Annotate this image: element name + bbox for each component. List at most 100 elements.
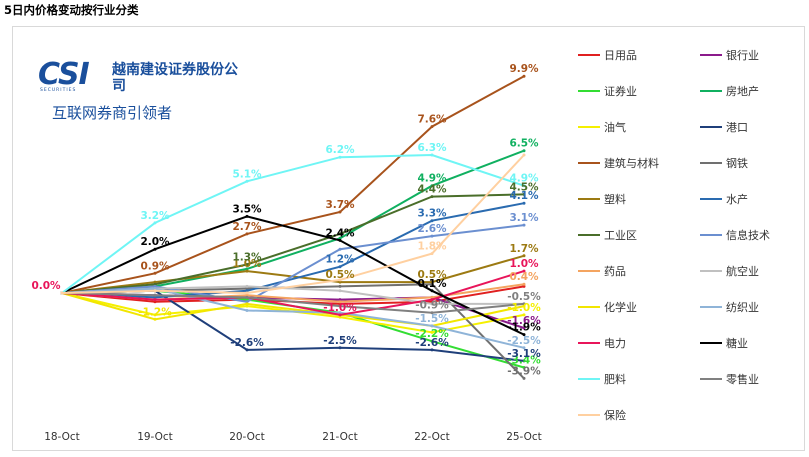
data-label: 0.1% [417,278,447,290]
data-point [338,284,342,288]
legend-label: 油气 [604,120,626,134]
data-label: 4.5% [509,181,539,193]
data-point [153,280,157,284]
data-point [522,302,526,306]
logo-slogan: 互联网券商引领者 [52,104,173,122]
data-point [338,302,342,306]
legend-label: 肥料 [604,372,626,386]
data-point [522,149,526,153]
data-label: 1.0% [509,258,539,270]
data-label: 3.1% [509,212,539,224]
data-point [60,291,64,295]
data-label: 4.9% [509,173,539,185]
data-point [245,214,249,218]
data-point [430,153,434,157]
series-line-15 [61,287,525,349]
data-label: 1.7% [509,243,539,255]
data-point [522,254,526,258]
data-point [430,302,434,306]
data-label: -3.4% [507,355,541,367]
x-tick-label: 25-Oct [506,431,542,443]
legend-label: 银行业 [726,48,759,62]
legend-label: 航空业 [726,264,759,278]
legend-label: 工业区 [604,229,637,242]
data-point [522,346,526,350]
data-label: 1.2% [325,254,355,266]
data-point [338,298,342,302]
data-point [338,232,342,236]
data-point [522,201,526,205]
data-label: 2.0% [140,236,170,248]
data-point [245,295,249,299]
data-label: 9.9% [509,63,539,75]
data-label: 5.1% [232,168,262,180]
data-label: 1.8% [417,241,447,253]
data-point [430,289,434,293]
logo-mark: CSI [38,57,90,92]
data-point [153,313,157,317]
data-point [338,346,342,350]
data-point [153,289,157,293]
data-label: 0.0% [31,280,61,292]
data-point [153,284,157,288]
data-point [338,155,342,159]
data-point [153,317,157,321]
data-point [245,289,249,293]
series-line-19 [61,292,525,314]
data-point [430,300,434,304]
data-point [338,280,342,284]
legend-label: 纺织业 [726,300,759,314]
data-point [245,284,249,288]
data-point [430,280,434,284]
data-point [338,304,342,308]
data-point [522,153,526,157]
data-point [430,195,434,199]
series-line-6 [61,75,525,294]
data-point [522,74,526,78]
data-label: 0.9% [140,260,170,272]
data-label: 1.0% [232,258,262,270]
data-point [245,263,249,266]
data-label: 4.4% [417,184,447,196]
data-point [522,304,526,308]
data-label: 4.9% [417,173,447,185]
data-point [522,192,526,196]
data-label: 2.4% [325,227,355,239]
data-point [153,247,157,251]
data-label: -1.2% [138,306,172,318]
data-point [338,313,342,317]
data-point [245,291,249,295]
data-label: -1.5% [415,313,449,325]
legend-label: 证券业 [604,84,637,98]
data-point [430,298,434,302]
data-label: -1.6% [507,315,541,327]
data-point [338,278,342,282]
series-line-3 [61,149,525,294]
series-line-16 [61,270,525,316]
data-label: 2.6% [417,223,447,235]
legend-label: 水产 [726,192,748,206]
x-tick-label: 18-Oct [44,431,80,443]
chart-frame [12,26,805,451]
data-point [522,366,526,369]
x-tick-label: 20-Oct [229,431,265,443]
data-label: -2.5% [323,335,357,347]
data-label: -3.9% [507,365,541,377]
data-point [245,287,249,291]
data-point [338,289,342,293]
logo-subtext: SECURITIES [40,88,77,93]
data-label: -2.6% [415,337,449,349]
data-point [338,300,342,304]
data-point [522,282,526,286]
data-label: 3.3% [417,208,447,220]
data-label: -2.2% [415,328,449,340]
data-point [245,293,249,297]
data-label: 6.2% [325,144,355,156]
data-label: 2.7% [232,221,262,233]
data-point [522,333,526,337]
data-label: 4.1% [509,190,539,202]
data-label: 1.3% [232,252,262,264]
series-line-17 [61,215,525,336]
legend-label: 房地产 [726,84,759,98]
